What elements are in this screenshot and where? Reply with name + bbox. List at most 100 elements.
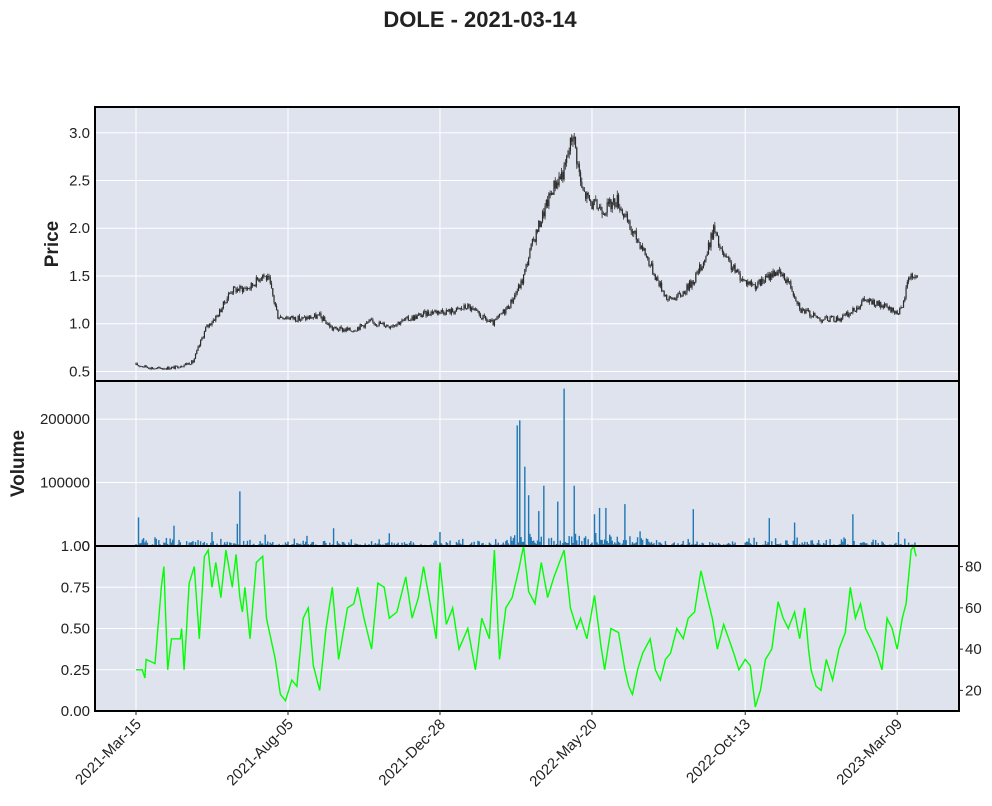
candle-body <box>406 316 408 318</box>
candle-body <box>322 317 325 321</box>
candle-body <box>856 307 858 312</box>
candle-body <box>545 199 547 206</box>
volume-bar <box>286 543 288 546</box>
candle-body <box>302 317 304 319</box>
volume-bar <box>211 532 213 546</box>
candle-body <box>867 299 869 303</box>
candle-body <box>634 231 636 232</box>
candle-body <box>861 301 863 306</box>
candle-body <box>522 274 525 284</box>
candle-body <box>144 365 146 367</box>
candle-body <box>348 327 350 330</box>
candle-body <box>616 194 618 207</box>
candle-body <box>501 313 503 315</box>
volume-bar <box>510 536 512 546</box>
candle-body <box>653 273 655 275</box>
candle-body <box>420 313 422 317</box>
candle-body <box>625 214 627 215</box>
volume-bar <box>502 542 505 546</box>
volume-bar <box>374 543 377 546</box>
candle-body <box>226 298 228 304</box>
candle-body <box>291 315 293 318</box>
volume-bar <box>711 542 713 546</box>
candle-body <box>211 322 213 325</box>
candle-body <box>555 182 558 189</box>
candle-body <box>883 303 886 308</box>
candle-body <box>832 316 834 317</box>
candle-body <box>306 317 308 320</box>
candle-body <box>260 278 262 280</box>
candle-body <box>220 309 222 312</box>
candle-body <box>763 281 765 283</box>
candle-body <box>267 275 269 281</box>
candle-body <box>296 321 298 322</box>
candle-body <box>154 368 156 370</box>
candle-body <box>875 304 877 306</box>
candle-body <box>778 269 781 271</box>
candle-body <box>510 299 512 308</box>
candle-body <box>316 315 318 319</box>
price-tick-label: 1.0 <box>69 316 90 333</box>
volume-bar <box>659 542 662 546</box>
candle-body <box>367 322 369 324</box>
candle-body <box>640 245 642 249</box>
volume-bar <box>536 540 539 546</box>
candle-body <box>886 304 888 308</box>
candle-body <box>415 315 417 319</box>
volume-bar <box>473 541 475 546</box>
candle-body <box>734 264 736 273</box>
volume-bar <box>649 543 651 546</box>
candle-body <box>424 310 426 312</box>
candle-body <box>615 206 617 208</box>
volume-bar <box>825 540 827 546</box>
volume-bar <box>660 543 663 546</box>
candle-body <box>896 311 898 315</box>
candle-body <box>349 327 351 331</box>
volume-bar <box>810 540 812 546</box>
candle-body <box>904 297 906 302</box>
candle-body <box>531 238 534 244</box>
candle-body <box>801 308 803 313</box>
candle-body <box>160 368 162 369</box>
candle-body <box>483 315 485 317</box>
candle-body <box>277 310 279 319</box>
candle-body <box>825 316 827 318</box>
candle-body <box>268 275 270 277</box>
candle-body <box>687 284 689 290</box>
candle-body <box>384 326 387 328</box>
candle-body <box>642 245 644 251</box>
candle-body <box>795 297 797 302</box>
candle-body <box>852 308 854 313</box>
rsi-left-tick-label: 0.50 <box>61 621 90 638</box>
candle-body <box>201 338 203 341</box>
volume-bar <box>477 540 479 546</box>
volume-bar <box>607 543 610 546</box>
candle-body <box>416 315 418 319</box>
volume-bar <box>197 540 199 546</box>
rsi-right-tick-label: 80 <box>965 559 982 576</box>
candle-body <box>662 290 664 292</box>
volume-bar <box>744 542 746 546</box>
candle-body <box>379 322 382 324</box>
volume-bar <box>312 541 315 546</box>
volume-bar <box>322 541 325 546</box>
candle-body <box>331 326 333 330</box>
candle-body <box>548 193 550 207</box>
candle-body <box>628 220 630 222</box>
candle-body <box>738 271 740 274</box>
candle-body <box>540 221 542 227</box>
volume-bar <box>478 541 480 546</box>
volume-bar <box>866 543 868 546</box>
volume-bar <box>527 495 530 546</box>
price-axis-label: Price <box>42 221 63 267</box>
volume-bar <box>859 542 862 546</box>
volume-bar <box>216 543 218 546</box>
candle-body <box>735 270 737 273</box>
candle-body <box>222 301 224 309</box>
candle-body <box>849 313 851 315</box>
volume-bar <box>755 541 758 546</box>
volume-bar <box>336 541 339 546</box>
volume-bar <box>158 540 160 546</box>
candle-body <box>876 301 878 305</box>
candle-body <box>804 309 806 314</box>
